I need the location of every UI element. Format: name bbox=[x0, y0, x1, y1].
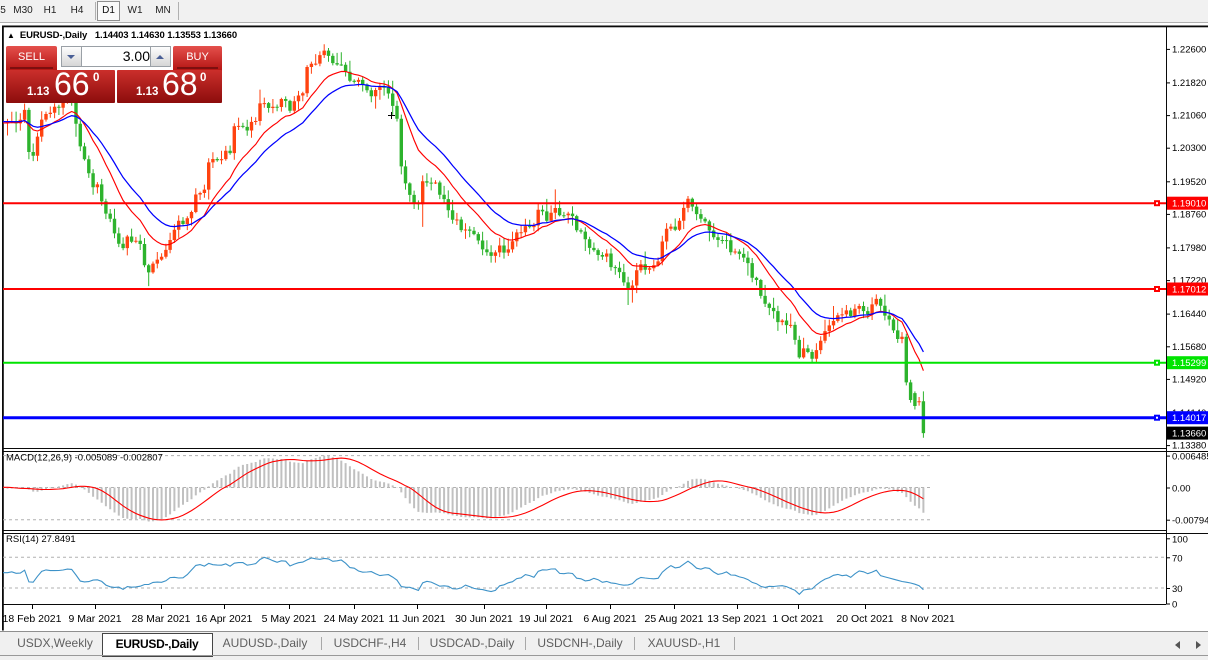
svg-text:1.15680: 1.15680 bbox=[1172, 342, 1206, 353]
svg-text:9 Mar 2021: 9 Mar 2021 bbox=[68, 613, 121, 625]
svg-text:30 Jun 2021: 30 Jun 2021 bbox=[455, 613, 513, 625]
svg-text:8 Nov 2021: 8 Nov 2021 bbox=[901, 613, 955, 625]
svg-text:1.16440: 1.16440 bbox=[1172, 309, 1206, 320]
svg-text:11 Jun 2021: 11 Jun 2021 bbox=[388, 613, 445, 625]
svg-text:24 May 2021: 24 May 2021 bbox=[324, 613, 385, 625]
svg-text:1.17012: 1.17012 bbox=[1172, 285, 1206, 296]
svg-text:28 Mar 2021: 28 Mar 2021 bbox=[132, 613, 191, 625]
svg-text:1.20300: 1.20300 bbox=[1172, 143, 1206, 154]
svg-text:5 May 2021: 5 May 2021 bbox=[262, 613, 317, 625]
svg-text:1.14920: 1.14920 bbox=[1172, 374, 1206, 385]
svg-text:1.22600: 1.22600 bbox=[1172, 44, 1206, 55]
svg-text:0.00: 0.00 bbox=[1172, 484, 1191, 495]
svg-text:19 Jul 2021: 19 Jul 2021 bbox=[519, 613, 573, 625]
svg-text:16 Apr 2021: 16 Apr 2021 bbox=[196, 613, 253, 625]
svg-text:0.006485: 0.006485 bbox=[1172, 452, 1208, 463]
svg-text:6 Aug 2021: 6 Aug 2021 bbox=[583, 613, 636, 625]
svg-text:1 Oct 2021: 1 Oct 2021 bbox=[772, 613, 824, 625]
svg-text:20 Oct 2021: 20 Oct 2021 bbox=[836, 613, 893, 625]
svg-text:-0.007947: -0.007947 bbox=[1172, 516, 1208, 527]
svg-text:1.15299: 1.15299 bbox=[1172, 358, 1206, 369]
svg-text:1.17220: 1.17220 bbox=[1172, 276, 1206, 287]
svg-text:1.13380: 1.13380 bbox=[1172, 441, 1206, 452]
svg-text:1.14017: 1.14017 bbox=[1172, 413, 1206, 424]
svg-text:1.13660: 1.13660 bbox=[1172, 429, 1206, 440]
svg-text:1.21060: 1.21060 bbox=[1172, 111, 1206, 122]
svg-text:0: 0 bbox=[1172, 600, 1177, 611]
svg-text:18 Feb 2021: 18 Feb 2021 bbox=[3, 613, 62, 625]
svg-text:100: 100 bbox=[1172, 534, 1188, 545]
svg-text:1.17980: 1.17980 bbox=[1172, 243, 1206, 254]
svg-text:1.21820: 1.21820 bbox=[1172, 78, 1206, 89]
svg-text:30: 30 bbox=[1172, 584, 1183, 595]
svg-text:70: 70 bbox=[1172, 553, 1183, 564]
svg-text:25 Aug 2021: 25 Aug 2021 bbox=[645, 613, 704, 625]
svg-text:13 Sep 2021: 13 Sep 2021 bbox=[707, 613, 767, 625]
svg-text:1.19520: 1.19520 bbox=[1172, 177, 1206, 188]
svg-text:RSI(14) 27.8491: RSI(14) 27.8491 bbox=[6, 534, 76, 545]
svg-text:MACD(12,26,9) -0.005089 -0.002: MACD(12,26,9) -0.005089 -0.002807 bbox=[6, 453, 163, 464]
svg-text:1.19010: 1.19010 bbox=[1172, 199, 1206, 210]
svg-text:1.18760: 1.18760 bbox=[1172, 209, 1206, 220]
